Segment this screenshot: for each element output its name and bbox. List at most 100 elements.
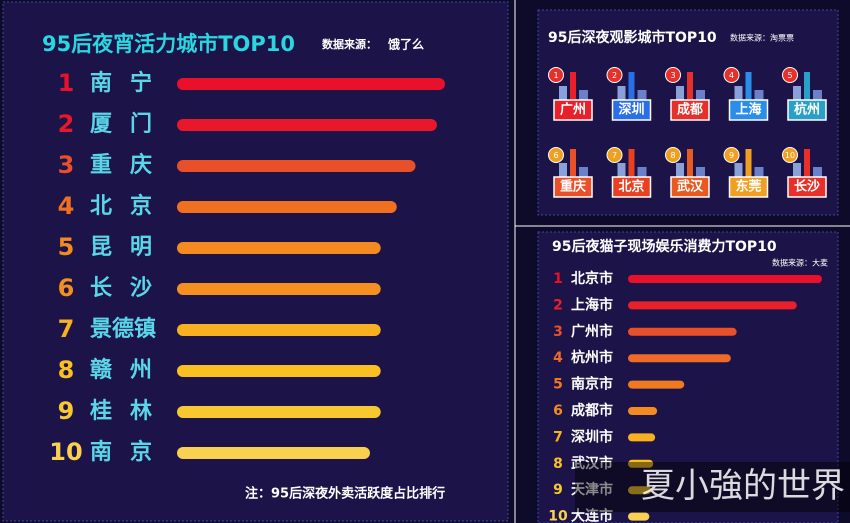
chart-title: 95后深夜观影城市TOP10 xyxy=(548,29,717,46)
bar xyxy=(177,119,437,131)
bar xyxy=(177,242,381,254)
watermark: 夏小強的世界 xyxy=(641,466,845,506)
city-icon xyxy=(793,149,822,177)
rank-badge xyxy=(782,147,798,163)
bar xyxy=(628,275,822,283)
category-label: 武汉市 xyxy=(571,455,613,472)
landmark xyxy=(570,149,576,177)
chart-title: 95后夜宵活力城市TOP10 xyxy=(42,32,295,56)
category-label: 成都市 xyxy=(571,402,613,419)
category-label: 北京市 xyxy=(571,270,613,287)
landmark xyxy=(687,149,693,177)
rank: 5 xyxy=(787,71,792,80)
rank-badge xyxy=(723,147,740,163)
city-icon xyxy=(617,72,647,100)
rank-badge xyxy=(548,147,564,163)
rank: 5 xyxy=(58,233,75,261)
rank-badge xyxy=(665,147,681,163)
category-label: 重庆 xyxy=(90,152,170,178)
label-box xyxy=(728,99,769,121)
note: 注：95后深夜外卖活跃度占比排行 xyxy=(245,486,445,502)
landmark xyxy=(754,167,764,177)
source: 数据来源：淘票票 xyxy=(730,33,794,43)
city-label: 重庆 xyxy=(560,179,586,195)
category-label: 北京 xyxy=(90,193,170,219)
rank: 4 xyxy=(58,192,75,220)
landmark xyxy=(637,167,647,177)
label-box xyxy=(787,176,827,198)
rank: 5 xyxy=(553,377,563,393)
city-label: 长沙 xyxy=(794,179,820,195)
city-label: 上海 xyxy=(735,102,761,118)
bar xyxy=(628,407,658,415)
rank: 7 xyxy=(58,315,75,343)
rank: 2 xyxy=(553,297,563,313)
rank: 7 xyxy=(612,151,617,160)
label-box xyxy=(670,99,710,121)
city-label: 杭州 xyxy=(794,102,820,118)
city-icon xyxy=(734,149,764,177)
city-label: 东莞 xyxy=(735,179,761,195)
bar xyxy=(628,486,652,495)
city-icon xyxy=(559,72,588,100)
city-icon xyxy=(559,149,588,177)
bar xyxy=(628,459,654,468)
bar xyxy=(177,324,381,336)
rank-badge xyxy=(548,67,564,83)
category-label: 南京 xyxy=(90,439,170,465)
source: 数据来源：大麦 xyxy=(772,258,828,268)
rank-badge xyxy=(723,67,740,83)
rank: 1 xyxy=(553,271,563,287)
city-label: 成都 xyxy=(677,102,703,118)
landmark xyxy=(559,86,567,100)
label-box xyxy=(553,176,593,198)
rank: 1 xyxy=(553,71,558,80)
landmark xyxy=(637,90,647,100)
bar xyxy=(177,160,416,172)
landmark xyxy=(628,72,635,100)
landmark xyxy=(676,86,684,100)
label-box xyxy=(553,99,593,121)
label-box xyxy=(728,176,769,198)
landmark xyxy=(579,90,588,100)
rank: 4 xyxy=(553,350,563,366)
bar xyxy=(628,327,737,336)
bar xyxy=(177,78,445,90)
bar xyxy=(628,380,685,389)
rank-badge xyxy=(606,147,623,163)
city-label: 北京 xyxy=(618,179,644,195)
category-label: 景德镇 xyxy=(90,316,156,342)
landmark xyxy=(570,72,576,100)
rank: 3 xyxy=(58,151,75,179)
landmark xyxy=(804,149,810,177)
city-label: 深圳 xyxy=(618,102,644,118)
rank: 2 xyxy=(58,110,75,138)
watermark-band xyxy=(575,462,850,512)
bar xyxy=(628,354,731,363)
rank: 6 xyxy=(553,403,563,419)
category-label: 昆明 xyxy=(90,235,170,260)
landmark xyxy=(696,167,705,177)
city-icon xyxy=(617,149,647,177)
category-label: 赣州 xyxy=(90,357,170,383)
landmark xyxy=(793,86,801,100)
rank: 7 xyxy=(553,429,563,445)
rank: 8 xyxy=(670,151,675,160)
bar xyxy=(177,447,370,459)
city-icon xyxy=(676,72,705,100)
rank: 6 xyxy=(553,151,558,160)
bar xyxy=(628,512,650,521)
rank: 2 xyxy=(612,71,617,80)
category-label: 深圳市 xyxy=(571,428,613,445)
city-icon xyxy=(734,72,764,100)
rank-badge xyxy=(606,67,623,83)
rank: 6 xyxy=(58,274,75,302)
landmark xyxy=(813,167,822,177)
rank: 8 xyxy=(58,356,75,384)
landmark xyxy=(734,86,743,100)
landmark xyxy=(734,163,743,177)
rank: 9 xyxy=(553,482,563,498)
bar xyxy=(628,301,797,310)
category-label: 上海市 xyxy=(571,296,613,313)
